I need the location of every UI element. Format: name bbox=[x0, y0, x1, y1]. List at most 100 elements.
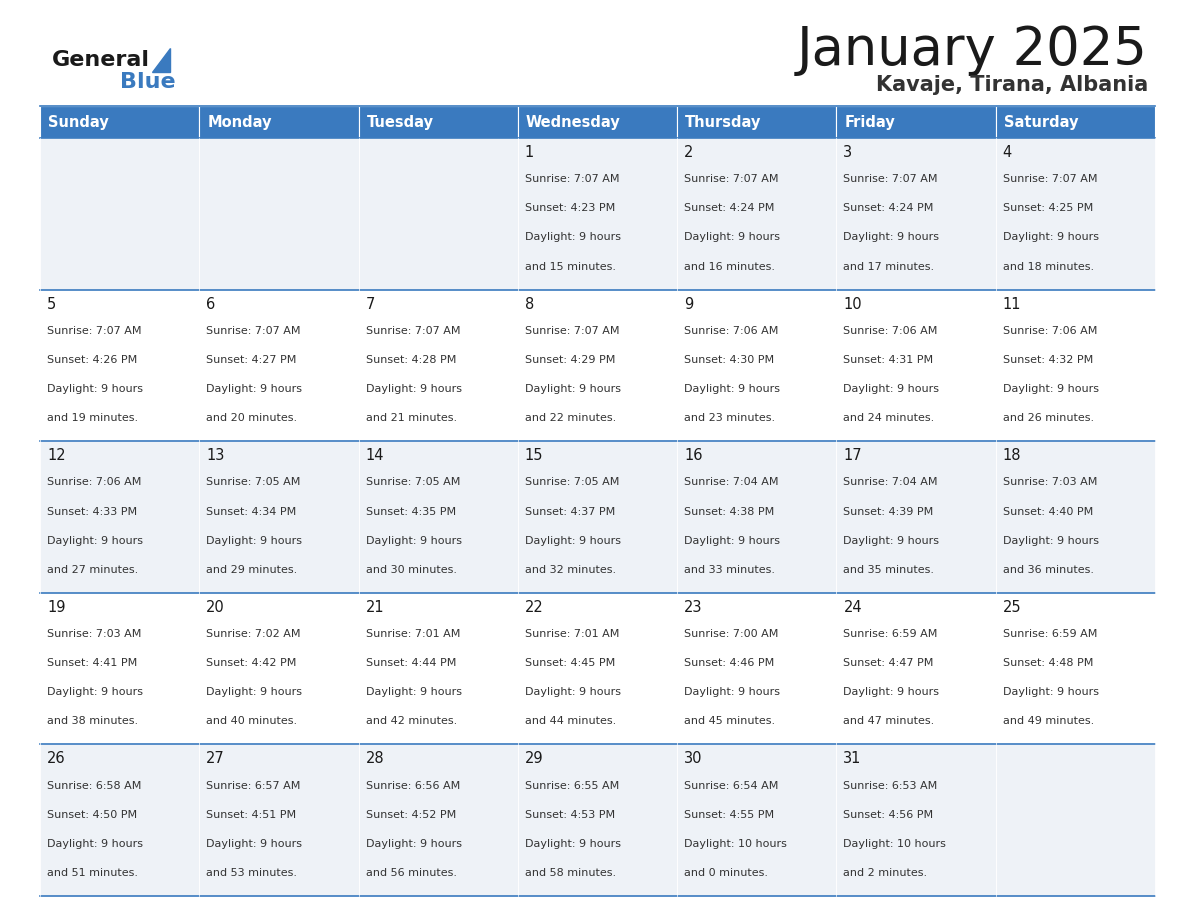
Bar bbox=[359, 289, 518, 442]
Text: and 32 minutes.: and 32 minutes. bbox=[525, 565, 617, 575]
Text: Kavaje, Tirana, Albania: Kavaje, Tirana, Albania bbox=[876, 75, 1148, 95]
Text: Friday: Friday bbox=[845, 115, 895, 129]
Bar bbox=[359, 106, 518, 138]
Text: 18: 18 bbox=[1003, 448, 1022, 464]
Text: and 19 minutes.: and 19 minutes. bbox=[48, 413, 138, 423]
Text: and 16 minutes.: and 16 minutes. bbox=[684, 262, 775, 272]
Text: Sunrise: 6:56 AM: Sunrise: 6:56 AM bbox=[366, 780, 460, 790]
Text: and 29 minutes.: and 29 minutes. bbox=[207, 565, 297, 575]
Bar bbox=[996, 106, 1155, 138]
Text: 25: 25 bbox=[1003, 599, 1022, 615]
Text: Sunset: 4:48 PM: Sunset: 4:48 PM bbox=[1003, 658, 1093, 668]
Text: and 18 minutes.: and 18 minutes. bbox=[1003, 262, 1094, 272]
Text: January 2025: January 2025 bbox=[797, 24, 1148, 76]
Text: 19: 19 bbox=[48, 599, 65, 615]
Bar bbox=[836, 289, 996, 442]
Text: Sunset: 4:39 PM: Sunset: 4:39 PM bbox=[843, 507, 934, 517]
Text: Sunrise: 7:06 AM: Sunrise: 7:06 AM bbox=[684, 326, 778, 336]
Text: Sunrise: 7:04 AM: Sunrise: 7:04 AM bbox=[843, 477, 939, 487]
Bar bbox=[200, 442, 359, 593]
Text: Sunset: 4:32 PM: Sunset: 4:32 PM bbox=[1003, 355, 1093, 365]
Text: Sunset: 4:27 PM: Sunset: 4:27 PM bbox=[207, 355, 297, 365]
Text: Sunrise: 7:03 AM: Sunrise: 7:03 AM bbox=[48, 629, 141, 639]
Text: Sunrise: 6:54 AM: Sunrise: 6:54 AM bbox=[684, 780, 778, 790]
Text: 10: 10 bbox=[843, 297, 862, 311]
Bar bbox=[996, 744, 1155, 896]
Text: Sunset: 4:28 PM: Sunset: 4:28 PM bbox=[366, 355, 456, 365]
Bar bbox=[836, 138, 996, 289]
Text: 28: 28 bbox=[366, 752, 384, 767]
Text: Sunrise: 7:05 AM: Sunrise: 7:05 AM bbox=[366, 477, 460, 487]
Bar bbox=[200, 106, 359, 138]
Text: 17: 17 bbox=[843, 448, 862, 464]
Text: Daylight: 9 hours: Daylight: 9 hours bbox=[366, 536, 462, 545]
Text: Sunrise: 7:05 AM: Sunrise: 7:05 AM bbox=[525, 477, 619, 487]
Text: and 0 minutes.: and 0 minutes. bbox=[684, 868, 769, 878]
Text: Sunrise: 7:05 AM: Sunrise: 7:05 AM bbox=[207, 477, 301, 487]
Bar bbox=[996, 289, 1155, 442]
Text: 16: 16 bbox=[684, 448, 702, 464]
Bar bbox=[40, 593, 200, 744]
Text: and 53 minutes.: and 53 minutes. bbox=[207, 868, 297, 878]
Text: Sunset: 4:44 PM: Sunset: 4:44 PM bbox=[366, 658, 456, 668]
Bar bbox=[200, 138, 359, 289]
Text: 5: 5 bbox=[48, 297, 56, 311]
Text: and 45 minutes.: and 45 minutes. bbox=[684, 716, 776, 726]
Text: Sunset: 4:41 PM: Sunset: 4:41 PM bbox=[48, 658, 138, 668]
Text: 6: 6 bbox=[207, 297, 215, 311]
Text: Sunrise: 7:07 AM: Sunrise: 7:07 AM bbox=[684, 174, 778, 185]
Text: Sunrise: 7:01 AM: Sunrise: 7:01 AM bbox=[525, 629, 619, 639]
Text: Daylight: 9 hours: Daylight: 9 hours bbox=[207, 688, 302, 698]
Text: Sunrise: 7:06 AM: Sunrise: 7:06 AM bbox=[1003, 326, 1097, 336]
Text: 29: 29 bbox=[525, 752, 543, 767]
Text: Sunrise: 6:53 AM: Sunrise: 6:53 AM bbox=[843, 780, 937, 790]
Text: Sunrise: 7:00 AM: Sunrise: 7:00 AM bbox=[684, 629, 778, 639]
Bar bbox=[359, 593, 518, 744]
Bar bbox=[40, 106, 200, 138]
Text: Sunrise: 7:04 AM: Sunrise: 7:04 AM bbox=[684, 477, 778, 487]
Text: and 49 minutes.: and 49 minutes. bbox=[1003, 716, 1094, 726]
Text: Sunset: 4:56 PM: Sunset: 4:56 PM bbox=[843, 810, 934, 820]
Bar bbox=[836, 106, 996, 138]
Text: and 21 minutes.: and 21 minutes. bbox=[366, 413, 456, 423]
Text: 8: 8 bbox=[525, 297, 535, 311]
Text: Sunset: 4:38 PM: Sunset: 4:38 PM bbox=[684, 507, 775, 517]
Text: Sunset: 4:23 PM: Sunset: 4:23 PM bbox=[525, 203, 615, 213]
Text: 27: 27 bbox=[207, 752, 225, 767]
Text: Sunset: 4:30 PM: Sunset: 4:30 PM bbox=[684, 355, 775, 365]
Text: Sunset: 4:45 PM: Sunset: 4:45 PM bbox=[525, 658, 615, 668]
Text: Daylight: 9 hours: Daylight: 9 hours bbox=[207, 536, 302, 545]
Text: Monday: Monday bbox=[207, 115, 272, 129]
Text: Sunset: 4:51 PM: Sunset: 4:51 PM bbox=[207, 810, 297, 820]
Text: and 15 minutes.: and 15 minutes. bbox=[525, 262, 615, 272]
Bar bbox=[677, 442, 836, 593]
Text: 12: 12 bbox=[48, 448, 65, 464]
Bar bbox=[518, 593, 677, 744]
Text: Daylight: 9 hours: Daylight: 9 hours bbox=[207, 839, 302, 849]
Text: Daylight: 9 hours: Daylight: 9 hours bbox=[525, 536, 621, 545]
Text: 15: 15 bbox=[525, 448, 543, 464]
Text: Daylight: 9 hours: Daylight: 9 hours bbox=[684, 688, 781, 698]
Text: Daylight: 9 hours: Daylight: 9 hours bbox=[843, 688, 940, 698]
Bar bbox=[40, 442, 200, 593]
Text: Sunset: 4:24 PM: Sunset: 4:24 PM bbox=[843, 203, 934, 213]
Bar bbox=[996, 138, 1155, 289]
Text: Daylight: 9 hours: Daylight: 9 hours bbox=[1003, 384, 1099, 394]
Text: Sunrise: 7:07 AM: Sunrise: 7:07 AM bbox=[207, 326, 301, 336]
Text: 9: 9 bbox=[684, 297, 694, 311]
Text: Daylight: 9 hours: Daylight: 9 hours bbox=[366, 839, 462, 849]
Text: Daylight: 9 hours: Daylight: 9 hours bbox=[1003, 232, 1099, 242]
Text: and 27 minutes.: and 27 minutes. bbox=[48, 565, 138, 575]
Bar bbox=[996, 442, 1155, 593]
Text: Daylight: 9 hours: Daylight: 9 hours bbox=[48, 384, 143, 394]
Text: 14: 14 bbox=[366, 448, 384, 464]
Text: Daylight: 9 hours: Daylight: 9 hours bbox=[684, 232, 781, 242]
Text: Sunset: 4:35 PM: Sunset: 4:35 PM bbox=[366, 507, 456, 517]
Text: and 42 minutes.: and 42 minutes. bbox=[366, 716, 457, 726]
Text: Sunset: 4:26 PM: Sunset: 4:26 PM bbox=[48, 355, 138, 365]
Text: 21: 21 bbox=[366, 599, 384, 615]
Text: 3: 3 bbox=[843, 145, 853, 160]
Text: and 47 minutes.: and 47 minutes. bbox=[843, 716, 935, 726]
Text: Daylight: 9 hours: Daylight: 9 hours bbox=[525, 232, 621, 242]
Text: Sunset: 4:24 PM: Sunset: 4:24 PM bbox=[684, 203, 775, 213]
